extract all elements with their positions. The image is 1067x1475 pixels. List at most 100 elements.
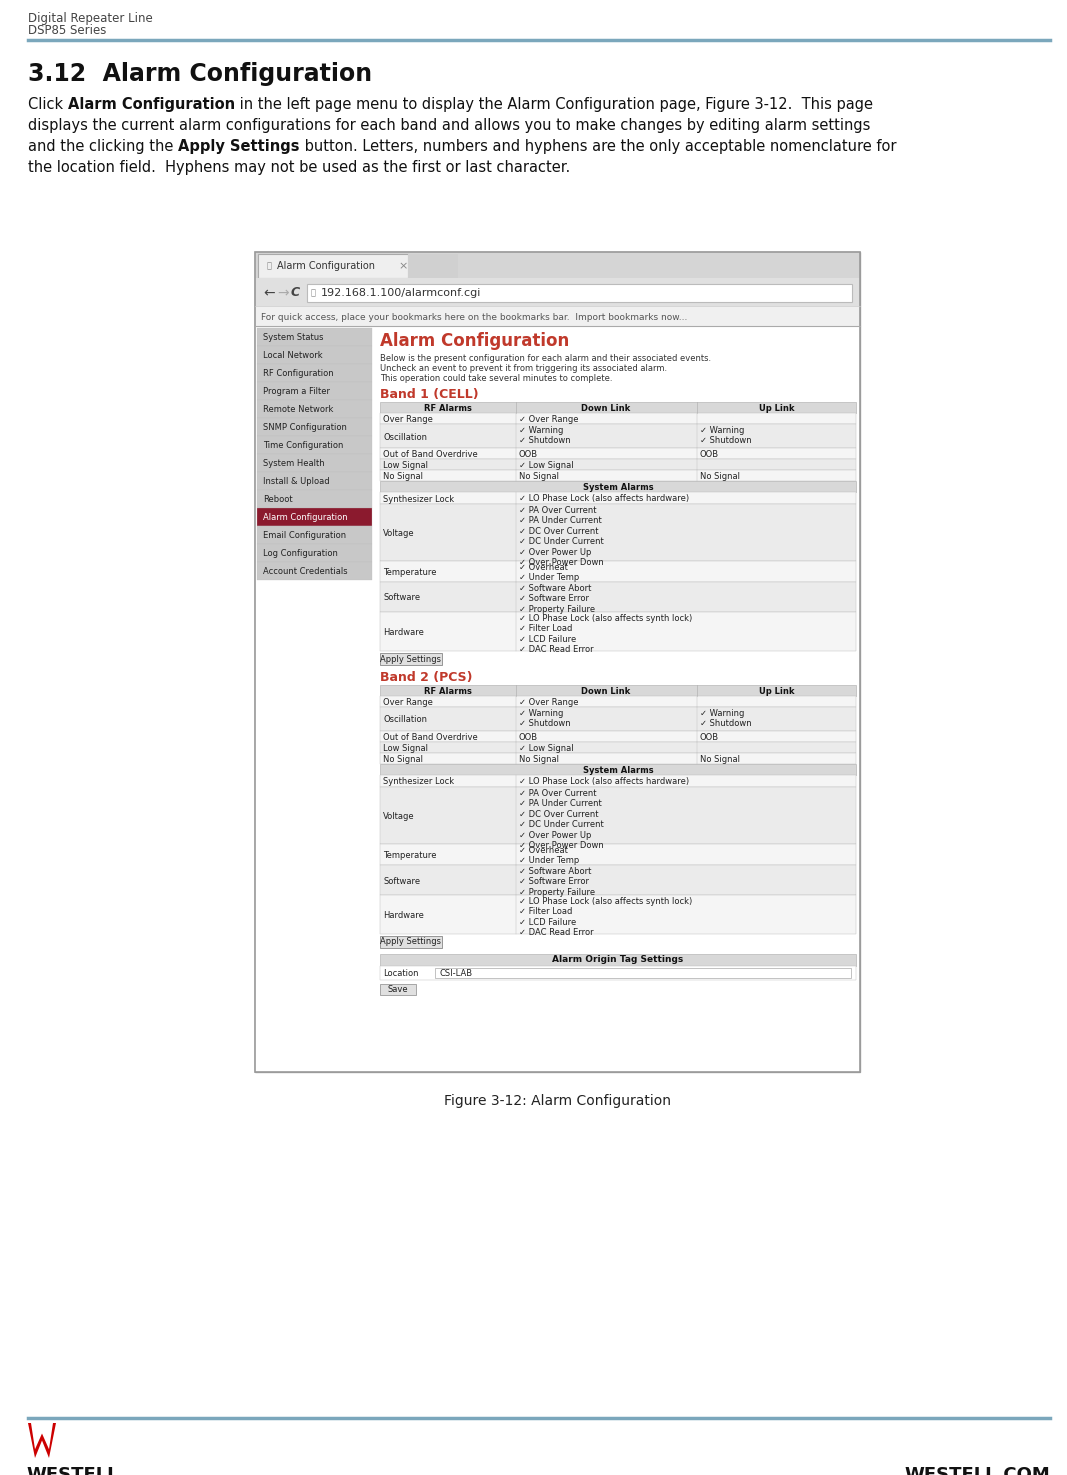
Text: WESTELL: WESTELL <box>26 1466 118 1475</box>
Text: Alarm Configuration: Alarm Configuration <box>277 261 375 271</box>
Text: Log Configuration: Log Configuration <box>262 550 338 559</box>
Text: ✓ LO Phase Lock (also affects synth lock)
✓ Filter Load
✓ LCD Failure
✓ DAC Read: ✓ LO Phase Lock (also affects synth lock… <box>519 897 691 937</box>
Text: Temperature: Temperature <box>383 568 436 577</box>
Text: Local Network: Local Network <box>262 351 322 360</box>
Bar <box>380 984 416 996</box>
Text: ✓ PA Over Current
✓ PA Under Current
✓ DC Over Current
✓ DC Under Current
✓ Over: ✓ PA Over Current ✓ PA Under Current ✓ D… <box>519 506 604 566</box>
Text: CSI-LAB: CSI-LAB <box>439 969 472 978</box>
Text: Over Range: Over Range <box>383 698 433 707</box>
Bar <box>380 684 856 696</box>
Bar <box>380 403 856 413</box>
Text: Synthesizer Lock: Synthesizer Lock <box>383 777 455 786</box>
Text: Alarm Configuration: Alarm Configuration <box>262 513 348 522</box>
Text: Over Range: Over Range <box>383 414 433 423</box>
Text: For quick access, place your bookmarks here on the bookmarks bar.  Import bookma: For quick access, place your bookmarks h… <box>261 313 687 322</box>
Bar <box>380 493 856 504</box>
Text: Digital Repeater Line: Digital Repeater Line <box>28 12 153 25</box>
Bar <box>380 583 856 612</box>
Text: Program a Filter: Program a Filter <box>262 388 330 397</box>
Text: RF Alarms: RF Alarms <box>424 687 472 696</box>
Text: Apply Settings: Apply Settings <box>381 938 442 947</box>
Bar <box>380 864 856 895</box>
Bar <box>257 417 372 437</box>
Text: ✓ Software Abort
✓ Software Error
✓ Property Failure: ✓ Software Abort ✓ Software Error ✓ Prop… <box>519 867 594 897</box>
Text: Reboot: Reboot <box>262 496 292 504</box>
Text: RF Configuration: RF Configuration <box>262 370 334 379</box>
Bar <box>380 504 856 560</box>
Text: SNMP Configuration: SNMP Configuration <box>262 423 347 432</box>
Text: Low Signal: Low Signal <box>383 743 428 754</box>
Bar <box>255 252 860 1072</box>
Text: ✓ LO Phase Lock (also affects hardware): ✓ LO Phase Lock (also affects hardware) <box>519 777 689 786</box>
Text: ✓ Warning
✓ Shutdown: ✓ Warning ✓ Shutdown <box>519 426 570 445</box>
Text: ⎙: ⎙ <box>310 289 316 298</box>
Bar <box>257 400 372 417</box>
Text: Up Link: Up Link <box>759 404 794 413</box>
Bar <box>380 696 856 707</box>
Bar <box>380 481 856 493</box>
Bar <box>380 754 856 764</box>
Text: OOB: OOB <box>519 450 538 459</box>
Bar <box>380 937 442 948</box>
Bar <box>257 454 372 472</box>
Text: 3.12  Alarm Configuration: 3.12 Alarm Configuration <box>28 62 372 86</box>
Text: Apply Settings: Apply Settings <box>381 655 442 664</box>
Text: ✓ PA Over Current
✓ PA Under Current
✓ DC Over Current
✓ DC Under Current
✓ Over: ✓ PA Over Current ✓ PA Under Current ✓ D… <box>519 789 604 850</box>
Bar <box>380 707 856 732</box>
Text: No Signal: No Signal <box>700 472 739 481</box>
Text: Low Signal: Low Signal <box>383 462 428 471</box>
Text: Voltage: Voltage <box>383 813 415 822</box>
Bar <box>380 423 856 448</box>
Bar <box>380 448 856 459</box>
Bar <box>307 285 853 302</box>
Bar <box>380 844 856 864</box>
Text: OOB: OOB <box>700 450 719 459</box>
Text: Software: Software <box>383 593 420 602</box>
Bar <box>257 562 372 580</box>
Text: ✓ Software Abort
✓ Software Error
✓ Property Failure: ✓ Software Abort ✓ Software Error ✓ Prop… <box>519 584 594 614</box>
Text: No Signal: No Signal <box>519 755 559 764</box>
Text: ✓ Warning
✓ Shutdown: ✓ Warning ✓ Shutdown <box>700 426 751 445</box>
Text: System Alarms: System Alarms <box>583 766 653 774</box>
Bar <box>380 732 856 742</box>
Bar <box>258 254 408 277</box>
Text: Below is the present configuration for each alarm and their associated events.: Below is the present configuration for e… <box>380 354 711 363</box>
Bar <box>255 252 860 277</box>
Text: and the clicking the: and the clicking the <box>28 139 178 153</box>
Bar <box>257 507 372 527</box>
Text: OOB: OOB <box>700 733 719 742</box>
Bar <box>257 364 372 382</box>
Text: WESTELL.COM: WESTELL.COM <box>904 1466 1050 1475</box>
Text: Hardware: Hardware <box>383 628 424 637</box>
Bar <box>380 774 856 788</box>
Text: the location field.  Hyphens may not be used as the first or last character.: the location field. Hyphens may not be u… <box>28 159 570 176</box>
Text: Voltage: Voltage <box>383 530 415 538</box>
Text: ✓ Low Signal: ✓ Low Signal <box>519 743 573 754</box>
Text: Figure 3-12: Alarm Configuration: Figure 3-12: Alarm Configuration <box>444 1094 671 1108</box>
Text: ×: × <box>398 261 408 271</box>
Text: Temperature: Temperature <box>383 851 436 860</box>
Text: ⎙: ⎙ <box>267 261 272 270</box>
Text: Out of Band Overdrive: Out of Band Overdrive <box>383 733 478 742</box>
Text: Software: Software <box>383 876 420 885</box>
Text: Down Link: Down Link <box>582 404 631 413</box>
Text: No Signal: No Signal <box>700 755 739 764</box>
Bar <box>380 764 856 774</box>
Bar <box>257 544 372 562</box>
Text: Location: Location <box>383 969 418 978</box>
Bar <box>257 382 372 400</box>
Text: ✓ Warning
✓ Shutdown: ✓ Warning ✓ Shutdown <box>700 709 751 729</box>
Text: Synthesizer Lock: Synthesizer Lock <box>383 494 455 503</box>
Text: Out of Band Overdrive: Out of Band Overdrive <box>383 450 478 459</box>
Text: Save: Save <box>387 985 409 994</box>
Text: Remote Network: Remote Network <box>262 406 333 414</box>
Text: Account Credentials: Account Credentials <box>262 568 348 577</box>
Bar <box>257 327 372 347</box>
Text: Down Link: Down Link <box>582 687 631 696</box>
Text: ✓ LO Phase Lock (also affects synth lock)
✓ Filter Load
✓ LCD Failure
✓ DAC Read: ✓ LO Phase Lock (also affects synth lock… <box>519 614 691 655</box>
Text: This operation could take several minutes to complete.: This operation could take several minute… <box>380 375 612 384</box>
Text: Time Configuration: Time Configuration <box>262 441 344 450</box>
Bar <box>255 252 860 1072</box>
Text: Alarm Configuration: Alarm Configuration <box>380 332 570 350</box>
Bar <box>380 954 856 966</box>
